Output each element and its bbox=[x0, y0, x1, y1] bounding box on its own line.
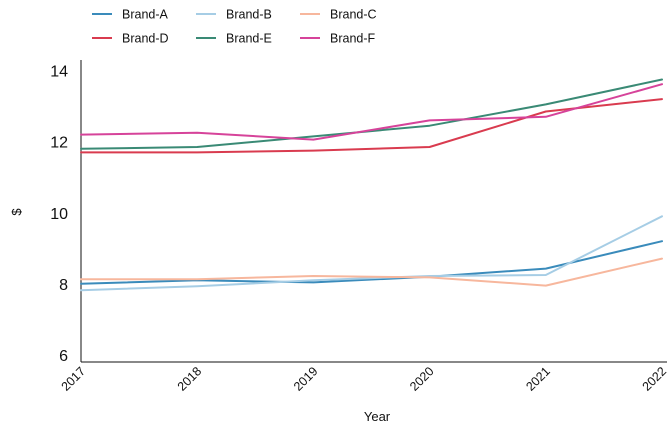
series-line-brand-f bbox=[80, 83, 663, 141]
legend-item-brand-d: Brand-D bbox=[92, 32, 169, 46]
legend-item-brand-a: Brand-A bbox=[92, 8, 169, 22]
series-line-brand-d bbox=[80, 98, 663, 154]
legend-label: Brand-C bbox=[330, 8, 377, 22]
x-tick-label: 2022 bbox=[640, 364, 669, 394]
legend-label: Brand-B bbox=[226, 8, 272, 22]
legend: Brand-A Brand-B Brand-C Brand-D Brand-E Brand… bbox=[92, 8, 377, 46]
legend-label: Brand-F bbox=[330, 32, 376, 46]
series-line-brand-c bbox=[80, 257, 663, 287]
x-tick-label: 2017 bbox=[59, 364, 89, 394]
series-line-brand-e bbox=[80, 78, 663, 150]
y-tick-label: 14 bbox=[50, 64, 68, 81]
y-tick-label: 10 bbox=[50, 206, 68, 223]
y-axis-title: $ bbox=[9, 208, 24, 216]
legend-label: Brand-E bbox=[226, 32, 272, 46]
x-tick-label: 2018 bbox=[175, 364, 205, 394]
x-axis-title: Year bbox=[364, 409, 391, 424]
legend-item-brand-e: Brand-E bbox=[196, 32, 272, 46]
y-tick-labels: 6 8 10 12 14 bbox=[50, 64, 68, 365]
series-line-brand-a bbox=[80, 240, 663, 285]
legend-label: Brand-D bbox=[122, 32, 169, 46]
series-line-brand-b bbox=[80, 215, 663, 292]
x-tick-label: 2019 bbox=[291, 364, 321, 394]
series-lines bbox=[80, 78, 663, 292]
axes bbox=[80, 60, 667, 363]
x-tick-labels: 2017 2018 2019 2020 2021 2022 bbox=[59, 364, 669, 394]
x-tick-label: 2021 bbox=[523, 364, 553, 394]
x-tick-label: 2020 bbox=[407, 364, 437, 394]
y-tick-label: 12 bbox=[50, 135, 68, 152]
legend-item-brand-b: Brand-B bbox=[196, 8, 272, 22]
legend-label: Brand-A bbox=[122, 8, 169, 22]
y-tick-label: 8 bbox=[59, 277, 68, 294]
legend-item-brand-f: Brand-F bbox=[300, 32, 376, 46]
y-tick-label: 6 bbox=[59, 348, 68, 365]
legend-item-brand-c: Brand-C bbox=[300, 8, 377, 22]
